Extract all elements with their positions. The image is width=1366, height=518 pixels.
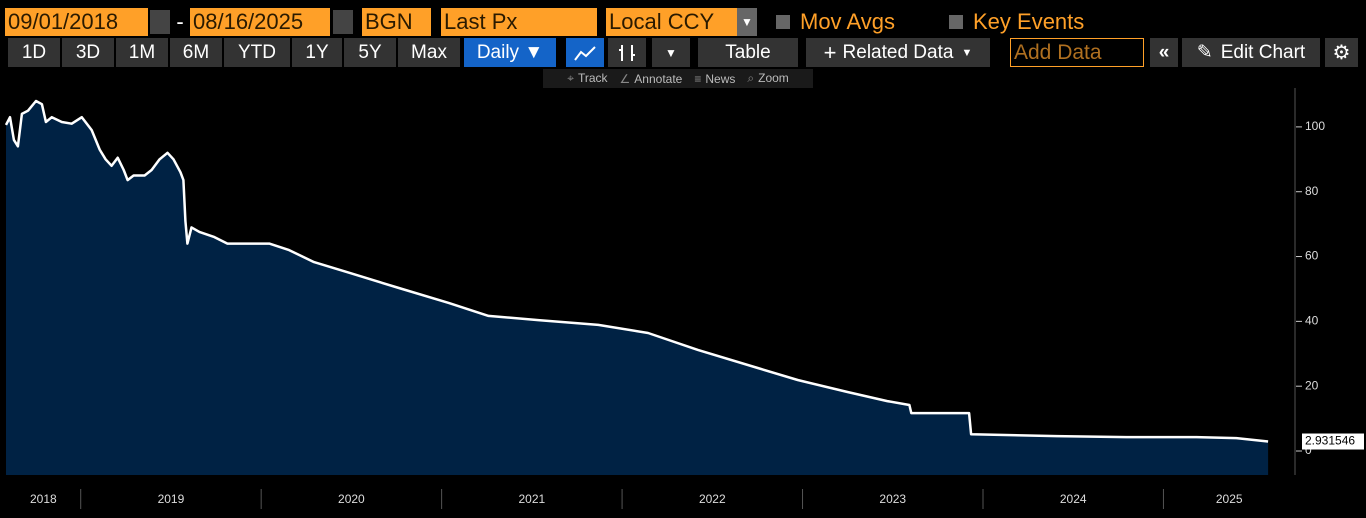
period-button[interactable]: 1M: [116, 38, 168, 67]
edit-chart[interactable]: ✎ Edit Chart: [1182, 38, 1320, 67]
x-tick-label: 2021: [518, 492, 545, 506]
mov-avgs[interactable]: Mov Avgs: [800, 9, 895, 34]
table-button[interactable]: Table: [698, 38, 798, 67]
settings-icon[interactable]: ⚙: [1325, 38, 1358, 67]
checkbox[interactable]: [776, 15, 790, 29]
bar-chart-icon[interactable]: [608, 38, 646, 67]
tool-label: News: [705, 71, 736, 86]
x-tick-label: 2022: [699, 492, 726, 506]
source[interactable]: BGN: [362, 8, 431, 36]
key-events[interactable]: Key Events: [973, 9, 1085, 34]
tool-button[interactable]: ⌖ Track: [567, 71, 607, 86]
y-tick-label: 80: [1305, 184, 1319, 198]
tool-label: Zoom: [758, 71, 789, 85]
period-button[interactable]: YTD: [224, 38, 290, 67]
area: [6, 101, 1269, 475]
tool-icon: ⌕: [747, 71, 755, 85]
y-tick-label: 20: [1305, 378, 1319, 392]
x-tick-label: 2019: [158, 492, 185, 506]
period-button[interactable]: 6M: [170, 38, 222, 67]
y-tick-label: 0: [1305, 443, 1312, 457]
tool-label: Annotate: [634, 71, 683, 86]
calendar-icon[interactable]: [333, 10, 353, 34]
field[interactable]: Last Px: [441, 8, 597, 36]
line-chart-icon[interactable]: [566, 38, 604, 67]
currency[interactable]: Local CCY: [606, 8, 737, 36]
collapse-button[interactable]: «: [1150, 38, 1178, 67]
tool-button[interactable]: ∠ Annotate: [620, 72, 683, 86]
chart: 0 20 40 60 80 100 2.931546 2018 2019 2020 2021 2022…: [0, 88, 1366, 517]
x-tick-label: 2024: [1060, 492, 1087, 506]
last-value-label: 2.931546: [1305, 434, 1355, 448]
frequency[interactable]: Daily ▼: [464, 38, 556, 67]
end-date[interactable]: 08/16/2025: [190, 8, 330, 36]
calendar-icon[interactable]: [150, 10, 170, 34]
tool-button[interactable]: ≡ News: [694, 72, 735, 86]
icon: [574, 45, 596, 61]
chart-tools: ⌖ Track ∠ Annotate ≡ News ⌕ Zoom: [543, 69, 813, 88]
period-button[interactable]: 1Y: [292, 38, 342, 67]
start-date[interactable]: 09/01/2018: [5, 8, 148, 36]
x-tick-label: 2023: [879, 492, 906, 506]
period-button[interactable]: 3D: [62, 38, 114, 67]
date-separator: -: [176, 9, 184, 34]
checkbox[interactable]: [949, 15, 963, 29]
plus-icon: +: [823, 39, 837, 65]
tool-button[interactable]: ⌕ Zoom: [747, 71, 788, 86]
related-data-label: Related Data: [842, 41, 954, 63]
period-button[interactable]: 5Y: [344, 38, 396, 67]
tool-label: Track: [577, 71, 608, 85]
period-button[interactable]: 1D: [8, 38, 60, 67]
x-axis-band: [0, 479, 1366, 517]
x-tick-label: 2020: [338, 492, 365, 506]
period-button[interactable]: Max: [398, 38, 460, 67]
related-data[interactable]: + Related Data ▼: [806, 38, 990, 67]
y-tick-label: 100: [1305, 119, 1325, 133]
add-data-input[interactable]: Add Data: [1010, 38, 1144, 67]
x-tick-label: 2018: [30, 492, 57, 506]
last-value-box: [1302, 433, 1364, 450]
tool-icon: ∠: [619, 71, 631, 86]
icon: [619, 44, 635, 61]
y-tick-label: 40: [1305, 314, 1319, 328]
x-tick-label: 2025: [1216, 492, 1243, 506]
pencil-icon: ✎: [1196, 42, 1213, 63]
chart-dropdown[interactable]: ▼: [652, 38, 690, 67]
dropdown-arrow[interactable]: ▼: [737, 8, 757, 36]
tool-icon: ≡: [694, 71, 702, 86]
y-tick-label: 60: [1305, 249, 1319, 263]
edit-chart-label: Edit Chart: [1220, 41, 1306, 63]
dropdown-arrow: ▼: [961, 46, 973, 59]
tool-icon: ⌖: [567, 71, 574, 85]
price-line: [4, 99, 1269, 443]
